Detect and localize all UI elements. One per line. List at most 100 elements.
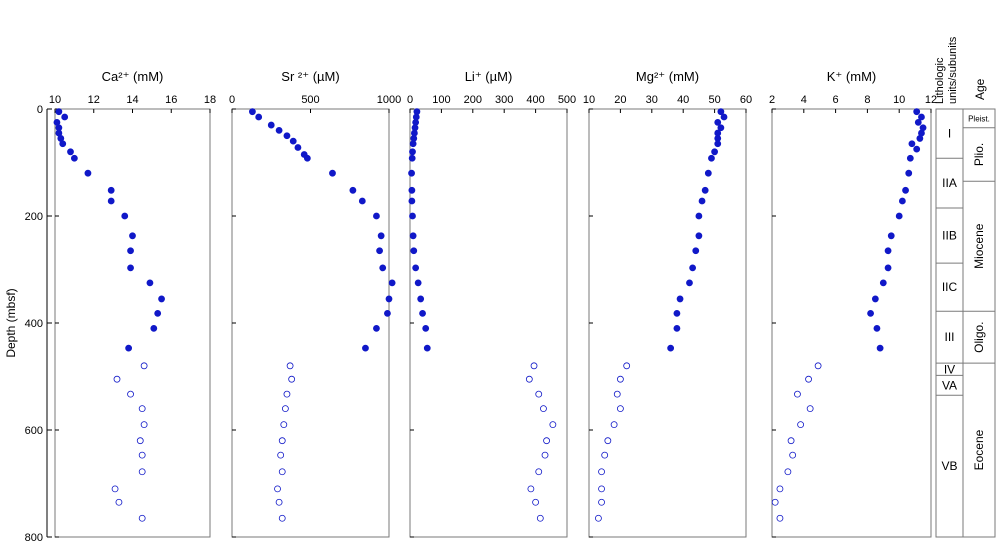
data-point-filled bbox=[289, 137, 297, 145]
data-point-filled bbox=[249, 108, 256, 116]
data-point-filled bbox=[673, 324, 681, 332]
x-tick-label: 18 bbox=[204, 94, 216, 106]
panel-frame bbox=[588, 108, 747, 538]
unit-label: I bbox=[948, 127, 951, 141]
age-label: Plio. bbox=[972, 143, 986, 166]
data-point-filled bbox=[417, 295, 425, 303]
data-point-filled bbox=[686, 279, 693, 287]
unit-label: IIA bbox=[942, 176, 957, 190]
data-point-filled bbox=[906, 154, 914, 162]
data-point-filled bbox=[127, 264, 134, 272]
data-point-filled bbox=[409, 148, 416, 156]
depth-tick-label: 600 bbox=[25, 425, 43, 437]
panel: 10 20 30 40 50 60 Mg²⁺ (mM) bbox=[583, 69, 752, 538]
data-point-filled bbox=[695, 212, 703, 220]
data-point-filled bbox=[283, 132, 291, 140]
data-point-open bbox=[789, 451, 797, 459]
x-tick-label: 6 bbox=[833, 94, 839, 106]
x-tick-label: 12 bbox=[925, 94, 937, 106]
data-point-open bbox=[111, 485, 119, 493]
data-point-filled bbox=[362, 344, 369, 352]
units-header-line2: units/subunits bbox=[947, 36, 959, 104]
data-point-open bbox=[115, 498, 123, 506]
x-tick-label: 40 bbox=[677, 94, 689, 106]
data-point-filled bbox=[914, 118, 922, 126]
age-label: Eocene bbox=[972, 429, 986, 470]
x-tick-label: 20 bbox=[614, 94, 626, 106]
data-point-filled bbox=[373, 324, 380, 332]
data-point-filled bbox=[349, 186, 357, 194]
depth-tick-label: 200 bbox=[25, 211, 43, 223]
data-point-filled bbox=[358, 197, 366, 205]
data-point-open bbox=[776, 514, 784, 522]
data-point-filled bbox=[384, 309, 391, 317]
data-point-filled bbox=[895, 212, 903, 220]
data-point-filled bbox=[303, 154, 311, 162]
depth-axis: 0 200 400 600 800 Depth (mbsf) bbox=[4, 104, 52, 544]
data-point-filled bbox=[714, 140, 722, 148]
data-point-open bbox=[617, 375, 624, 383]
data-point-filled bbox=[692, 247, 700, 255]
unit-label: VB bbox=[941, 459, 957, 473]
data-point-open bbox=[275, 498, 283, 506]
units-header-line1: Lithologic bbox=[934, 57, 946, 104]
data-point-filled bbox=[667, 344, 675, 352]
data-point-open bbox=[274, 485, 281, 493]
data-point-filled bbox=[154, 309, 162, 317]
panel: 10 12 14 16 18 Ca²⁺ (mM) bbox=[49, 69, 216, 538]
x-tick-label: 30 bbox=[646, 94, 658, 106]
data-point-open bbox=[527, 485, 535, 493]
data-point-filled bbox=[898, 197, 906, 205]
data-point-open bbox=[127, 390, 134, 398]
data-point-open bbox=[278, 468, 286, 476]
data-point-filled bbox=[422, 324, 430, 332]
data-point-filled bbox=[908, 140, 916, 148]
data-point-filled bbox=[871, 295, 879, 303]
data-point-filled bbox=[689, 264, 697, 272]
x-tick-label: 400 bbox=[526, 94, 544, 106]
data-point-filled bbox=[121, 212, 129, 220]
data-point-filled bbox=[125, 344, 133, 352]
age-header: Age bbox=[973, 78, 987, 100]
data-point-filled bbox=[711, 148, 718, 156]
data-point-filled bbox=[329, 169, 336, 177]
data-point-open bbox=[530, 362, 538, 370]
data-point-filled bbox=[129, 232, 136, 240]
data-point-filled bbox=[879, 279, 887, 287]
x-tick-label: 0 bbox=[229, 94, 235, 106]
unit-label: VA bbox=[942, 378, 957, 392]
x-tick-label: 10 bbox=[49, 94, 61, 106]
data-point-open bbox=[610, 421, 618, 429]
x-tick-label: 0 bbox=[407, 94, 413, 106]
data-point-open bbox=[278, 437, 286, 445]
data-point-open bbox=[794, 390, 801, 398]
data-point-filled bbox=[408, 169, 415, 177]
unit-label: III bbox=[944, 330, 954, 344]
data-point-filled bbox=[408, 154, 416, 162]
data-point-filled bbox=[379, 264, 387, 272]
data-point-filled bbox=[146, 279, 154, 287]
data-point-filled bbox=[873, 324, 881, 332]
data-point-open bbox=[617, 405, 624, 413]
panels: 10 12 14 16 18 Ca²⁺ (mM) 0 500 1000 Sr ²⁺ (µM) 0 10… bbox=[49, 69, 937, 538]
data-point-filled bbox=[913, 108, 921, 116]
panel-title: Sr ²⁺ (µM) bbox=[281, 69, 339, 84]
data-point-filled bbox=[714, 118, 722, 126]
data-point-filled bbox=[676, 295, 684, 303]
data-point-open bbox=[138, 451, 146, 459]
data-point-open bbox=[604, 437, 612, 445]
data-point-filled bbox=[55, 108, 63, 116]
data-point-filled bbox=[419, 309, 426, 317]
data-point-open bbox=[540, 405, 547, 413]
data-point-open bbox=[598, 468, 605, 476]
x-tick-label: 1000 bbox=[377, 94, 401, 106]
data-point-open bbox=[613, 390, 621, 398]
x-tick-label: 2 bbox=[769, 94, 775, 106]
data-point-filled bbox=[294, 144, 302, 151]
data-point-filled bbox=[423, 344, 431, 352]
data-point-filled bbox=[698, 197, 706, 205]
data-point-filled bbox=[905, 169, 913, 177]
data-point-open bbox=[598, 485, 605, 493]
panel: 0 100 200 300 400 500 Li⁺ (µM) bbox=[407, 69, 576, 538]
